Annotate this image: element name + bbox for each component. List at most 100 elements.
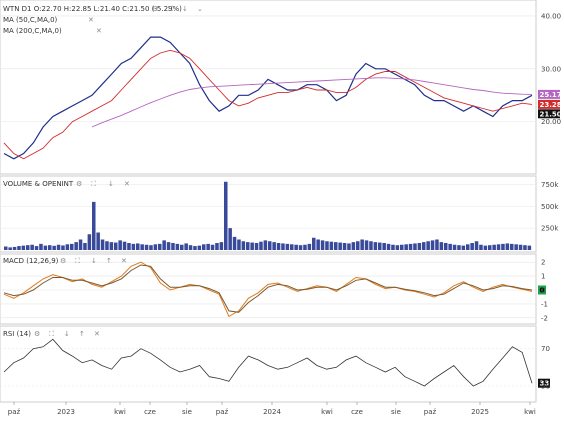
volume-bar — [162, 240, 166, 250]
move-down-icon[interactable]: ↓ — [91, 257, 97, 265]
ma50-badge — [538, 99, 560, 109]
settings-icon[interactable]: ⚙ — [76, 180, 82, 188]
volume-bar — [56, 244, 61, 250]
ma200-legend: MA (200,C,MA,0) — [3, 27, 62, 35]
sort-down-icon[interactable]: ↓ — [182, 5, 188, 13]
settings-icon[interactable]: ⚙ — [34, 330, 40, 338]
volume-bar — [70, 243, 74, 250]
volume-bar — [166, 242, 171, 250]
rsi-y-axis: 30 70 — [541, 345, 550, 390]
volume-bar — [215, 243, 219, 250]
rsi-series: 33 — [3, 338, 550, 388]
volume-panel-title: VOLUME & OPENINT — [3, 180, 74, 188]
price-badge — [538, 109, 560, 119]
volume-grid — [0, 184, 536, 229]
volume-bar — [347, 243, 351, 250]
volume-bar — [153, 244, 158, 250]
chevron-down-icon[interactable]: ⌄ — [197, 5, 203, 13]
volume-bar — [184, 243, 188, 250]
volume-bar — [457, 245, 461, 250]
volume-bar — [417, 243, 422, 250]
ma200-badge — [538, 89, 560, 99]
move-down-icon[interactable]: ↓ — [108, 180, 114, 188]
macd-series: 0 — [3, 261, 546, 318]
settings-icon[interactable]: ⚙ — [60, 257, 66, 265]
x-tick-label: cze — [144, 408, 156, 416]
volume-bar — [87, 234, 92, 250]
y-tick-label: 2 — [541, 259, 545, 267]
volume-bar — [448, 243, 452, 250]
volume-y-axis: 250k 500k 750k — [541, 181, 559, 233]
move-up-icon[interactable]: ↑ — [106, 257, 112, 265]
rsi-panel[interactable]: 33 30 70 RSI (14) ⚙ ⛶ ↓ ↑ ✕ — [0, 325, 550, 403]
close-icon[interactable]: ✕ — [88, 16, 94, 24]
expand-icon[interactable]: ⛶ — [168, 5, 173, 13]
macd-badge-value: 0 — [540, 287, 545, 295]
volume-panel[interactable]: 250k 500k 750k VOLUME & OPENINT ⚙ ⛶ ↓ ✕ — [0, 175, 559, 253]
macd-panel-title: MACD (12,26,9) — [3, 257, 59, 265]
volume-bar — [294, 244, 298, 250]
volume-bar — [48, 245, 52, 250]
volume-bar — [61, 245, 65, 250]
y-tick-label: 40.00 — [541, 12, 561, 20]
rsi-badge-value: 33 — [540, 380, 550, 388]
close-icon[interactable]: ✕ — [94, 330, 100, 338]
rsi-panel-title: RSI (14) — [3, 330, 31, 338]
x-tick-label: 2024 — [263, 408, 281, 416]
close-icon[interactable]: ✕ — [124, 180, 130, 188]
macd-y-axis: -2 -1 0 1 2 — [541, 259, 548, 323]
volume-bar — [140, 244, 144, 250]
volume-bar — [334, 242, 338, 250]
expand-icon[interactable]: ⛶ — [49, 330, 54, 338]
volume-bar — [39, 243, 43, 250]
volume-bar — [426, 241, 430, 250]
close-icon[interactable]: ✕ — [121, 257, 127, 265]
price-y-axis: 20.00 30.00 40.00 — [541, 12, 561, 126]
y-tick-label: 0 — [541, 287, 545, 295]
settings-icon[interactable]: ⚙ — [152, 5, 158, 13]
volume-bar — [316, 239, 320, 250]
price-line — [3, 36, 533, 160]
volume-bar — [364, 240, 369, 250]
volume-bar — [479, 244, 483, 250]
volume-bar — [527, 245, 532, 250]
volume-bar — [329, 241, 334, 250]
volume-bar — [413, 243, 417, 250]
move-up-icon[interactable]: ↑ — [79, 330, 85, 338]
x-axis: paź 2023 kwi cze sie paź 2024 kwi cze sie paź 2025 k… — [8, 402, 536, 416]
volume-bar — [501, 243, 505, 250]
volume-bar — [219, 242, 224, 250]
ma200-badge-value: 25.17 — [540, 91, 562, 99]
volume-bar — [496, 244, 501, 250]
volume-bar — [303, 244, 307, 250]
ma50-badge-value: 23.28 — [540, 101, 562, 109]
volume-bar — [4, 246, 8, 250]
volume-bar — [312, 237, 316, 250]
macd-badge — [538, 285, 546, 295]
volume-bar — [290, 244, 294, 250]
price-legend: WTN D1 O:22.70 H:22.85 L:21.40 C:21.50 (… — [3, 5, 203, 35]
close-icon[interactable]: ✕ — [96, 27, 102, 35]
volume-bar — [320, 240, 325, 250]
x-tick-label: kwi — [321, 408, 333, 416]
x-tick-label: paź — [424, 408, 437, 416]
volume-bar — [422, 242, 426, 250]
price-grid — [0, 15, 536, 123]
macd-grid — [0, 261, 536, 319]
volume-bar — [127, 243, 131, 250]
volume-bar — [338, 242, 342, 250]
macd-panel[interactable]: 0 -2 -1 0 1 2 MACD (12,26,9) ⚙ ⛶ ↓ ↑ ✕ — [0, 253, 548, 325]
volume-bar — [378, 242, 382, 250]
y-tick-label: 20.00 — [541, 118, 561, 126]
expand-icon[interactable]: ⛶ — [75, 257, 80, 265]
price-panel[interactable]: 20.00 30.00 40.00 WTN D1 O:22.70 H:22.85 L… — [0, 0, 562, 175]
move-down-icon[interactable]: ↓ — [64, 330, 70, 338]
volume-bar — [109, 242, 114, 250]
expand-icon[interactable]: ⛶ — [91, 180, 96, 188]
volume-bar — [369, 241, 373, 250]
volume-bar — [391, 244, 395, 250]
volume-bar — [408, 243, 413, 250]
volume-bar — [474, 241, 479, 250]
x-tick-label: sie — [391, 408, 401, 416]
